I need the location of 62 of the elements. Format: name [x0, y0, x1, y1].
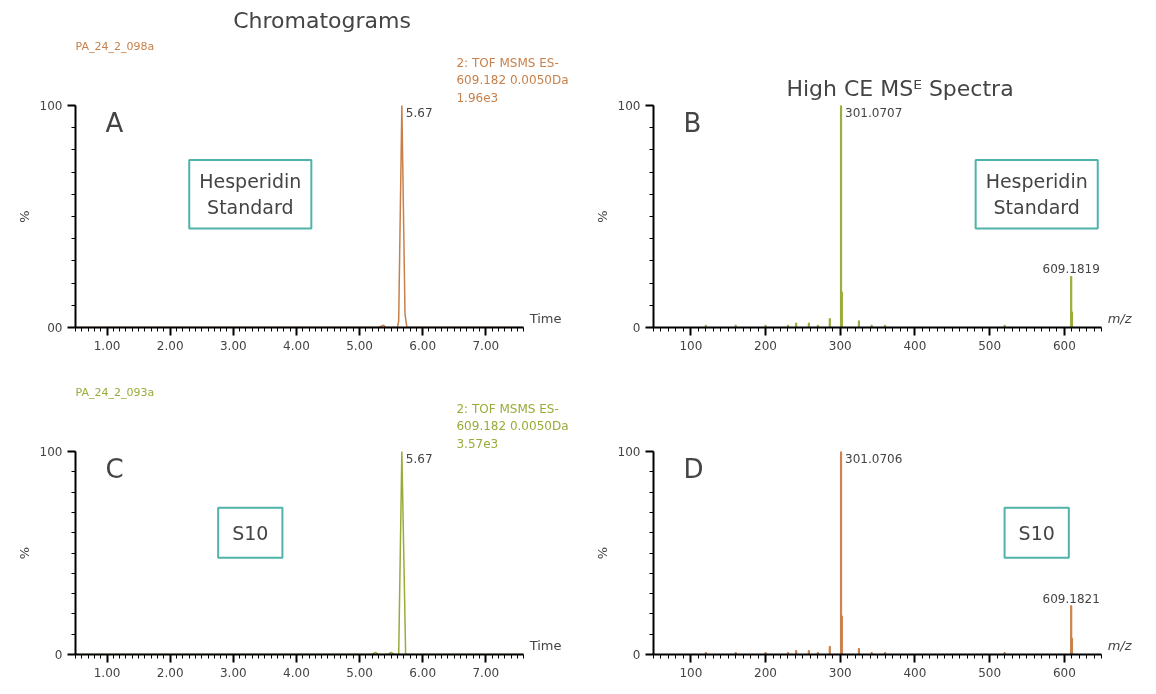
annotation: B	[683, 107, 702, 138]
text: PA_24_2_093a	[75, 385, 155, 399]
text: PA_24_2_098a	[75, 39, 155, 53]
annotation: Hesperidin Standard	[199, 170, 302, 219]
x-tick-label: 1.00	[93, 665, 121, 680]
x-tick-label: 400	[903, 338, 927, 353]
y-tick-label: 0	[54, 648, 63, 662]
x-tick-label: 4.00	[283, 338, 310, 353]
x-tick-label: 600	[1052, 665, 1076, 680]
y-tick-label: 0	[632, 321, 641, 335]
annotation: 5.67	[405, 105, 433, 120]
y-axis-title: %	[16, 546, 32, 560]
x-tick-label: 3.00	[219, 338, 247, 353]
x-tick-label: 5.00	[346, 338, 373, 353]
annotation: 301.0706	[845, 451, 903, 466]
x-tick-label: 100	[679, 665, 703, 680]
annotation: S10	[1018, 521, 1055, 544]
y-tick-label: 0	[632, 648, 641, 662]
y-tick-label: 100	[617, 99, 641, 113]
x-tick-label: 200	[754, 338, 777, 353]
y-tick-label: 100	[617, 445, 641, 459]
x-tick-label: 400	[903, 665, 927, 680]
x-tick-label: 500	[978, 338, 1002, 353]
x-tick-label: 300	[828, 665, 852, 680]
annotation: C	[105, 453, 124, 484]
text: 2: TOF MSMS ES- 609.182 0.0050Da 3.57e3	[456, 401, 569, 451]
x-tick-label: 4.00	[283, 665, 310, 680]
x-axis-title: m/z	[1107, 310, 1133, 326]
x-tick-label: 2.00	[156, 338, 184, 353]
x-tick-label: 2.00	[156, 665, 184, 680]
x-tick-label: 100	[679, 338, 703, 353]
x-axis-title: m/z	[1107, 637, 1133, 653]
y-axis-title: %	[594, 210, 610, 223]
y-tick-label: 100	[39, 99, 63, 113]
annotation: A	[105, 107, 124, 138]
x-tick-label: 200	[754, 665, 777, 680]
x-tick-label: 3.00	[219, 665, 247, 680]
annotation: D	[683, 453, 704, 484]
text: 2: TOF MSMS ES- 609.182 0.0050Da 1.96e3	[456, 55, 569, 105]
x-tick-label: 5.00	[346, 665, 373, 680]
annotation: Hesperidin Standard	[985, 170, 1088, 219]
x-tick-label: 7.00	[472, 665, 500, 680]
annotation: 5.67	[405, 451, 433, 466]
chart-title: High CE MSᴱ Spectra	[786, 75, 1014, 101]
annotation: 301.0707	[845, 105, 903, 120]
x-tick-label: 6.00	[409, 665, 437, 680]
x-axis-title: Time	[528, 637, 562, 653]
x-tick-label: 1.00	[93, 338, 121, 353]
x-tick-label: 600	[1052, 338, 1076, 353]
annotation: S10	[232, 521, 269, 544]
annotation: 609.1819	[1042, 262, 1100, 277]
x-axis-title: Time	[528, 310, 562, 326]
x-tick-label: 300	[828, 338, 852, 353]
x-tick-label: 6.00	[409, 338, 437, 353]
y-axis-title: %	[16, 210, 32, 223]
y-tick-label: 100	[39, 445, 63, 459]
x-tick-label: 500	[978, 665, 1002, 680]
chart-title: Chromatograms	[233, 7, 411, 33]
x-tick-label: 7.00	[472, 338, 500, 353]
annotation: 609.1821	[1042, 591, 1100, 606]
y-tick-label: 00	[47, 321, 63, 335]
y-axis-title: %	[594, 546, 610, 560]
